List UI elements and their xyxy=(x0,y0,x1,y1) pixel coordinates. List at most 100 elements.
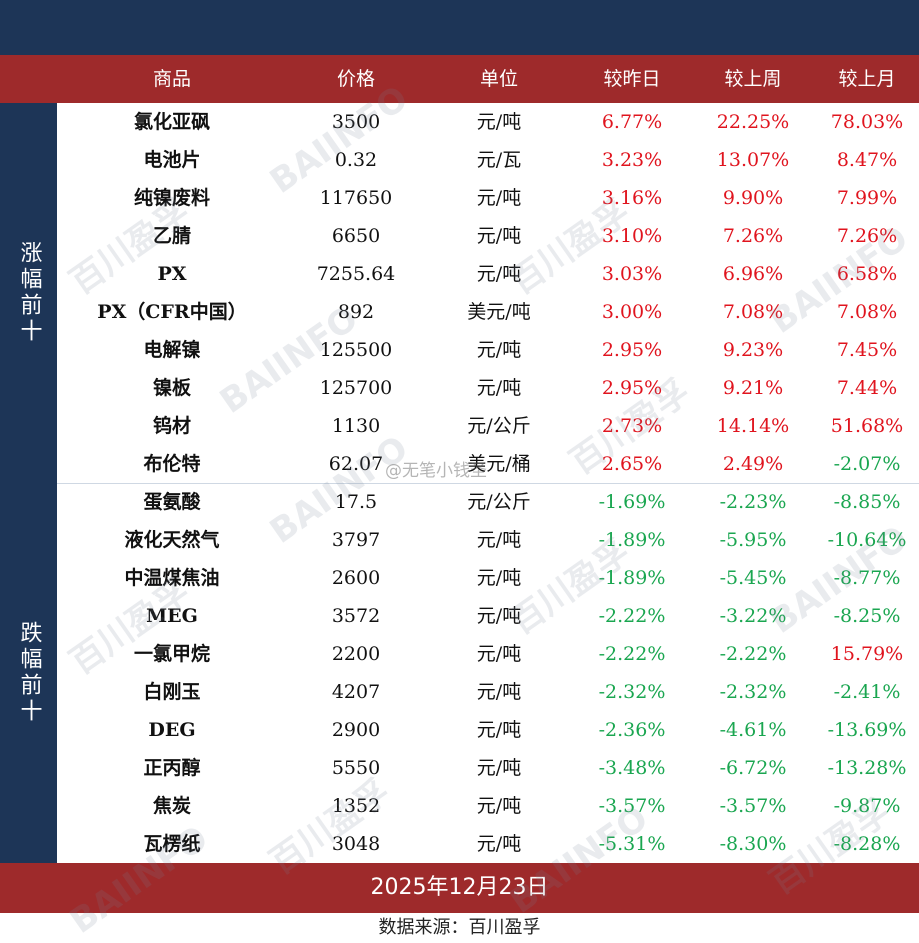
week-change-value: 7.08% xyxy=(722,301,784,323)
commodity-name: 焦炭 xyxy=(152,795,191,817)
unit-value: 元/公斤 xyxy=(467,491,531,513)
price-value: 2900 xyxy=(331,719,381,741)
price-value: 5550 xyxy=(331,757,381,779)
unit-value: 元/吨 xyxy=(476,567,522,589)
commodity-name: 白刚玉 xyxy=(143,681,201,703)
table-header: 商品 价格 单位 较昨日 较上周 较上月 xyxy=(0,55,919,103)
table-row: 布伦特 62.07 美元/桶 2.65% 2.49% -2.07% xyxy=(57,445,919,483)
week-change-value: 6.96% xyxy=(722,263,784,285)
header-month-change: 较上月 xyxy=(838,68,896,90)
week-change-value: -3.57% xyxy=(719,795,787,817)
day-change-value: 2.95% xyxy=(601,339,663,361)
month-change-value: 51.68% xyxy=(830,415,904,437)
unit-value: 元/吨 xyxy=(476,681,522,703)
day-change-value: -2.36% xyxy=(598,719,666,741)
price-value: 3797 xyxy=(331,529,381,551)
month-change-value: 7.44% xyxy=(836,377,898,399)
month-change-value: -2.41% xyxy=(833,681,901,703)
commodity-name: 瓦楞纸 xyxy=(143,833,201,855)
week-change-value: 14.14% xyxy=(716,415,790,437)
price-value: 125500 xyxy=(319,339,393,361)
price-value: 892 xyxy=(337,301,375,323)
day-change-value: 3.23% xyxy=(601,149,663,171)
month-change-value: 78.03% xyxy=(830,111,904,133)
week-change-value: 13.07% xyxy=(716,149,790,171)
month-change-value: 7.08% xyxy=(836,301,898,323)
week-change-value: -3.22% xyxy=(719,605,787,627)
price-value: 7255.64 xyxy=(316,263,396,285)
table-row: 白刚玉 4207 元/吨 -2.32% -2.32% -2.41% xyxy=(57,673,919,711)
unit-value: 元/吨 xyxy=(476,833,522,855)
week-change-value: 9.21% xyxy=(722,377,784,399)
commodity-name: 中温煤焦油 xyxy=(124,567,220,589)
unit-value: 元/吨 xyxy=(476,757,522,779)
month-change-value: 7.26% xyxy=(836,225,898,247)
price-value: 4207 xyxy=(331,681,381,703)
table-row: 镍板 125700 元/吨 2.95% 9.21% 7.44% xyxy=(57,369,919,407)
day-change-value: 6.77% xyxy=(601,111,663,133)
price-value: 2200 xyxy=(331,643,381,665)
week-change-value: -5.95% xyxy=(719,529,787,551)
month-change-value: -13.28% xyxy=(827,757,907,779)
month-change-value: 7.45% xyxy=(836,339,898,361)
day-change-value: -1.89% xyxy=(598,529,666,551)
month-change-value: -8.25% xyxy=(833,605,901,627)
week-change-value: 2.49% xyxy=(722,453,784,475)
commodity-name: 乙腈 xyxy=(152,225,191,247)
losers-side-label: 跌幅前十 xyxy=(0,483,57,863)
unit-value: 元/吨 xyxy=(476,263,522,285)
week-change-value: 9.90% xyxy=(722,187,784,209)
unit-value: 美元/吨 xyxy=(467,301,531,323)
date-footer: 2025年12月23日 xyxy=(0,863,919,913)
table-row: DEG 2900 元/吨 -2.36% -4.61% -13.69% xyxy=(57,711,919,749)
month-change-value: 15.79% xyxy=(830,643,904,665)
table-row: 焦炭 1352 元/吨 -3.57% -3.57% -9.87% xyxy=(57,787,919,825)
price-value: 3572 xyxy=(331,605,381,627)
day-change-value: 3.16% xyxy=(601,187,663,209)
commodity-name: 电池片 xyxy=(143,149,201,171)
price-value: 0.32 xyxy=(334,149,378,171)
table-row: 乙腈 6650 元/吨 3.10% 7.26% 7.26% xyxy=(57,217,919,255)
price-value: 3048 xyxy=(331,833,381,855)
day-change-value: -1.89% xyxy=(598,567,666,589)
gainers-side-label: 涨幅前十 xyxy=(0,103,57,483)
day-change-value: -3.57% xyxy=(598,795,666,817)
week-change-value: -2.22% xyxy=(719,643,787,665)
commodity-name: 钨材 xyxy=(152,415,191,437)
unit-value: 元/吨 xyxy=(476,111,522,133)
commodity-name: DEG xyxy=(148,719,196,741)
commodity-name: 纯镍废料 xyxy=(133,187,210,209)
table-row: 蛋氨酸 17.5 元/公斤 -1.69% -2.23% -8.85% xyxy=(57,483,919,521)
week-change-value: -2.23% xyxy=(719,491,787,513)
unit-value: 元/吨 xyxy=(476,339,522,361)
commodity-name: 电解镍 xyxy=(143,339,201,361)
commodity-name: 一氯甲烷 xyxy=(133,643,210,665)
table-row: MEG 3572 元/吨 -2.22% -3.22% -8.25% xyxy=(57,597,919,635)
price-value: 6650 xyxy=(331,225,381,247)
week-change-value: -6.72% xyxy=(719,757,787,779)
month-change-value: -8.85% xyxy=(833,491,901,513)
table-row: 正丙醇 5550 元/吨 -3.48% -6.72% -13.28% xyxy=(57,749,919,787)
header-week-change: 较上周 xyxy=(724,68,782,90)
unit-value: 美元/桶 xyxy=(467,453,531,475)
day-change-value: -5.31% xyxy=(598,833,666,855)
commodity-name: 正丙醇 xyxy=(143,757,201,779)
day-change-value: 2.65% xyxy=(601,453,663,475)
losers-label-text: 跌幅前十 xyxy=(16,621,42,725)
day-change-value: -2.32% xyxy=(598,681,666,703)
price-value: 62.07 xyxy=(328,453,384,475)
price-value: 17.5 xyxy=(334,491,378,513)
unit-value: 元/吨 xyxy=(476,605,522,627)
month-change-value: -13.69% xyxy=(827,719,907,741)
data-table-body: 氯化亚砜 3500 元/吨 6.77% 22.25% 78.03% 电池片 0.32 元/瓦 3.… xyxy=(57,103,919,863)
month-change-value: -2.07% xyxy=(833,453,901,475)
day-change-value: -1.69% xyxy=(598,491,666,513)
month-change-value: 8.47% xyxy=(836,149,898,171)
day-change-value: -2.22% xyxy=(598,605,666,627)
table-row: 氯化亚砜 3500 元/吨 6.77% 22.25% 78.03% xyxy=(57,103,919,141)
week-change-value: -5.45% xyxy=(719,567,787,589)
commodity-name: PX（CFR中国） xyxy=(97,301,247,323)
price-value: 117650 xyxy=(319,187,393,209)
price-value: 1352 xyxy=(331,795,381,817)
